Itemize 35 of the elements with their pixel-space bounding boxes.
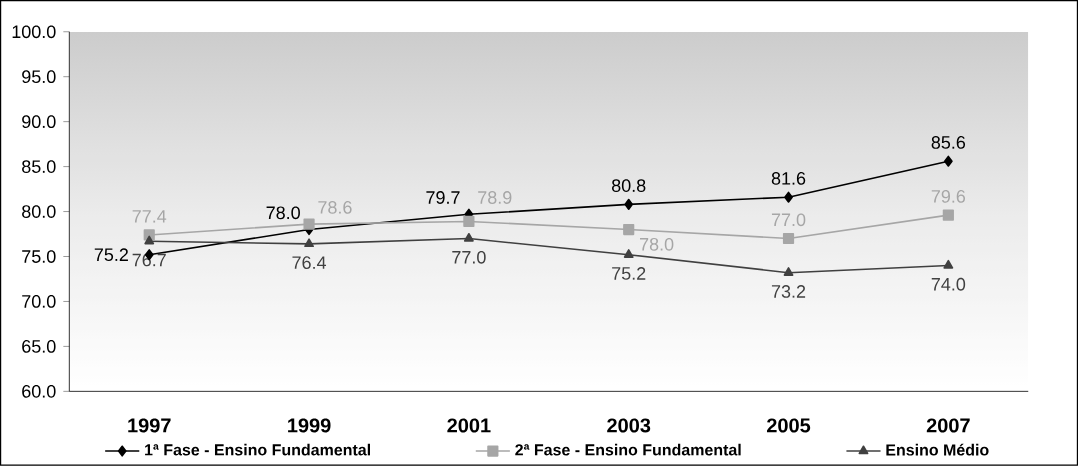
legend-label: 1ª Fase - Ensino Fundamental: [145, 443, 370, 456]
x-tick-label: 1997: [128, 418, 171, 433]
data-label: 81.6: [771, 171, 806, 185]
data-label: 78.0: [266, 206, 300, 219]
data-label: 79.7: [426, 190, 460, 204]
y-tick-label: 80.0: [22, 204, 56, 218]
y-tick-label: 70.0: [22, 294, 56, 308]
data-label: 78.0: [640, 237, 674, 251]
y-tick-label: 60.0: [22, 384, 56, 398]
data-label: 78.6: [318, 200, 352, 214]
data-label: 77.0: [771, 213, 806, 226]
y-tick-label: 75.0: [22, 249, 56, 263]
x-tick-label: 1999: [288, 418, 331, 433]
y-tick-label: 95.0: [22, 70, 56, 83]
data-label: 74.0: [931, 277, 966, 291]
x-tick-label: 2001: [447, 418, 491, 433]
legend-label: 2ª Fase - Ensino Fundamental: [515, 443, 741, 456]
x-tick-label: 2005: [766, 418, 811, 433]
data-label: 77.4: [132, 209, 167, 223]
data-label: 78.9: [478, 190, 512, 204]
data-label: 80.8: [611, 179, 646, 192]
data-label: 85.6: [931, 135, 966, 149]
data-label: 73.2: [771, 284, 806, 298]
legend-label: Ensino Médio: [886, 443, 989, 456]
y-tick-label: 90.0: [22, 115, 56, 128]
x-tick-label: 2003: [607, 418, 651, 433]
data-label: 75.2: [94, 248, 128, 261]
y-tick-label: 100.0: [12, 25, 56, 38]
data-label: 77.0: [452, 250, 486, 264]
data-label: 76.4: [292, 256, 327, 269]
data-label: 79.6: [931, 189, 966, 203]
y-tick-label: 65.0: [22, 339, 56, 353]
y-tick-label: 85.0: [22, 160, 56, 173]
data-label: 75.2: [612, 266, 646, 280]
x-tick-label: 2007: [926, 418, 970, 433]
